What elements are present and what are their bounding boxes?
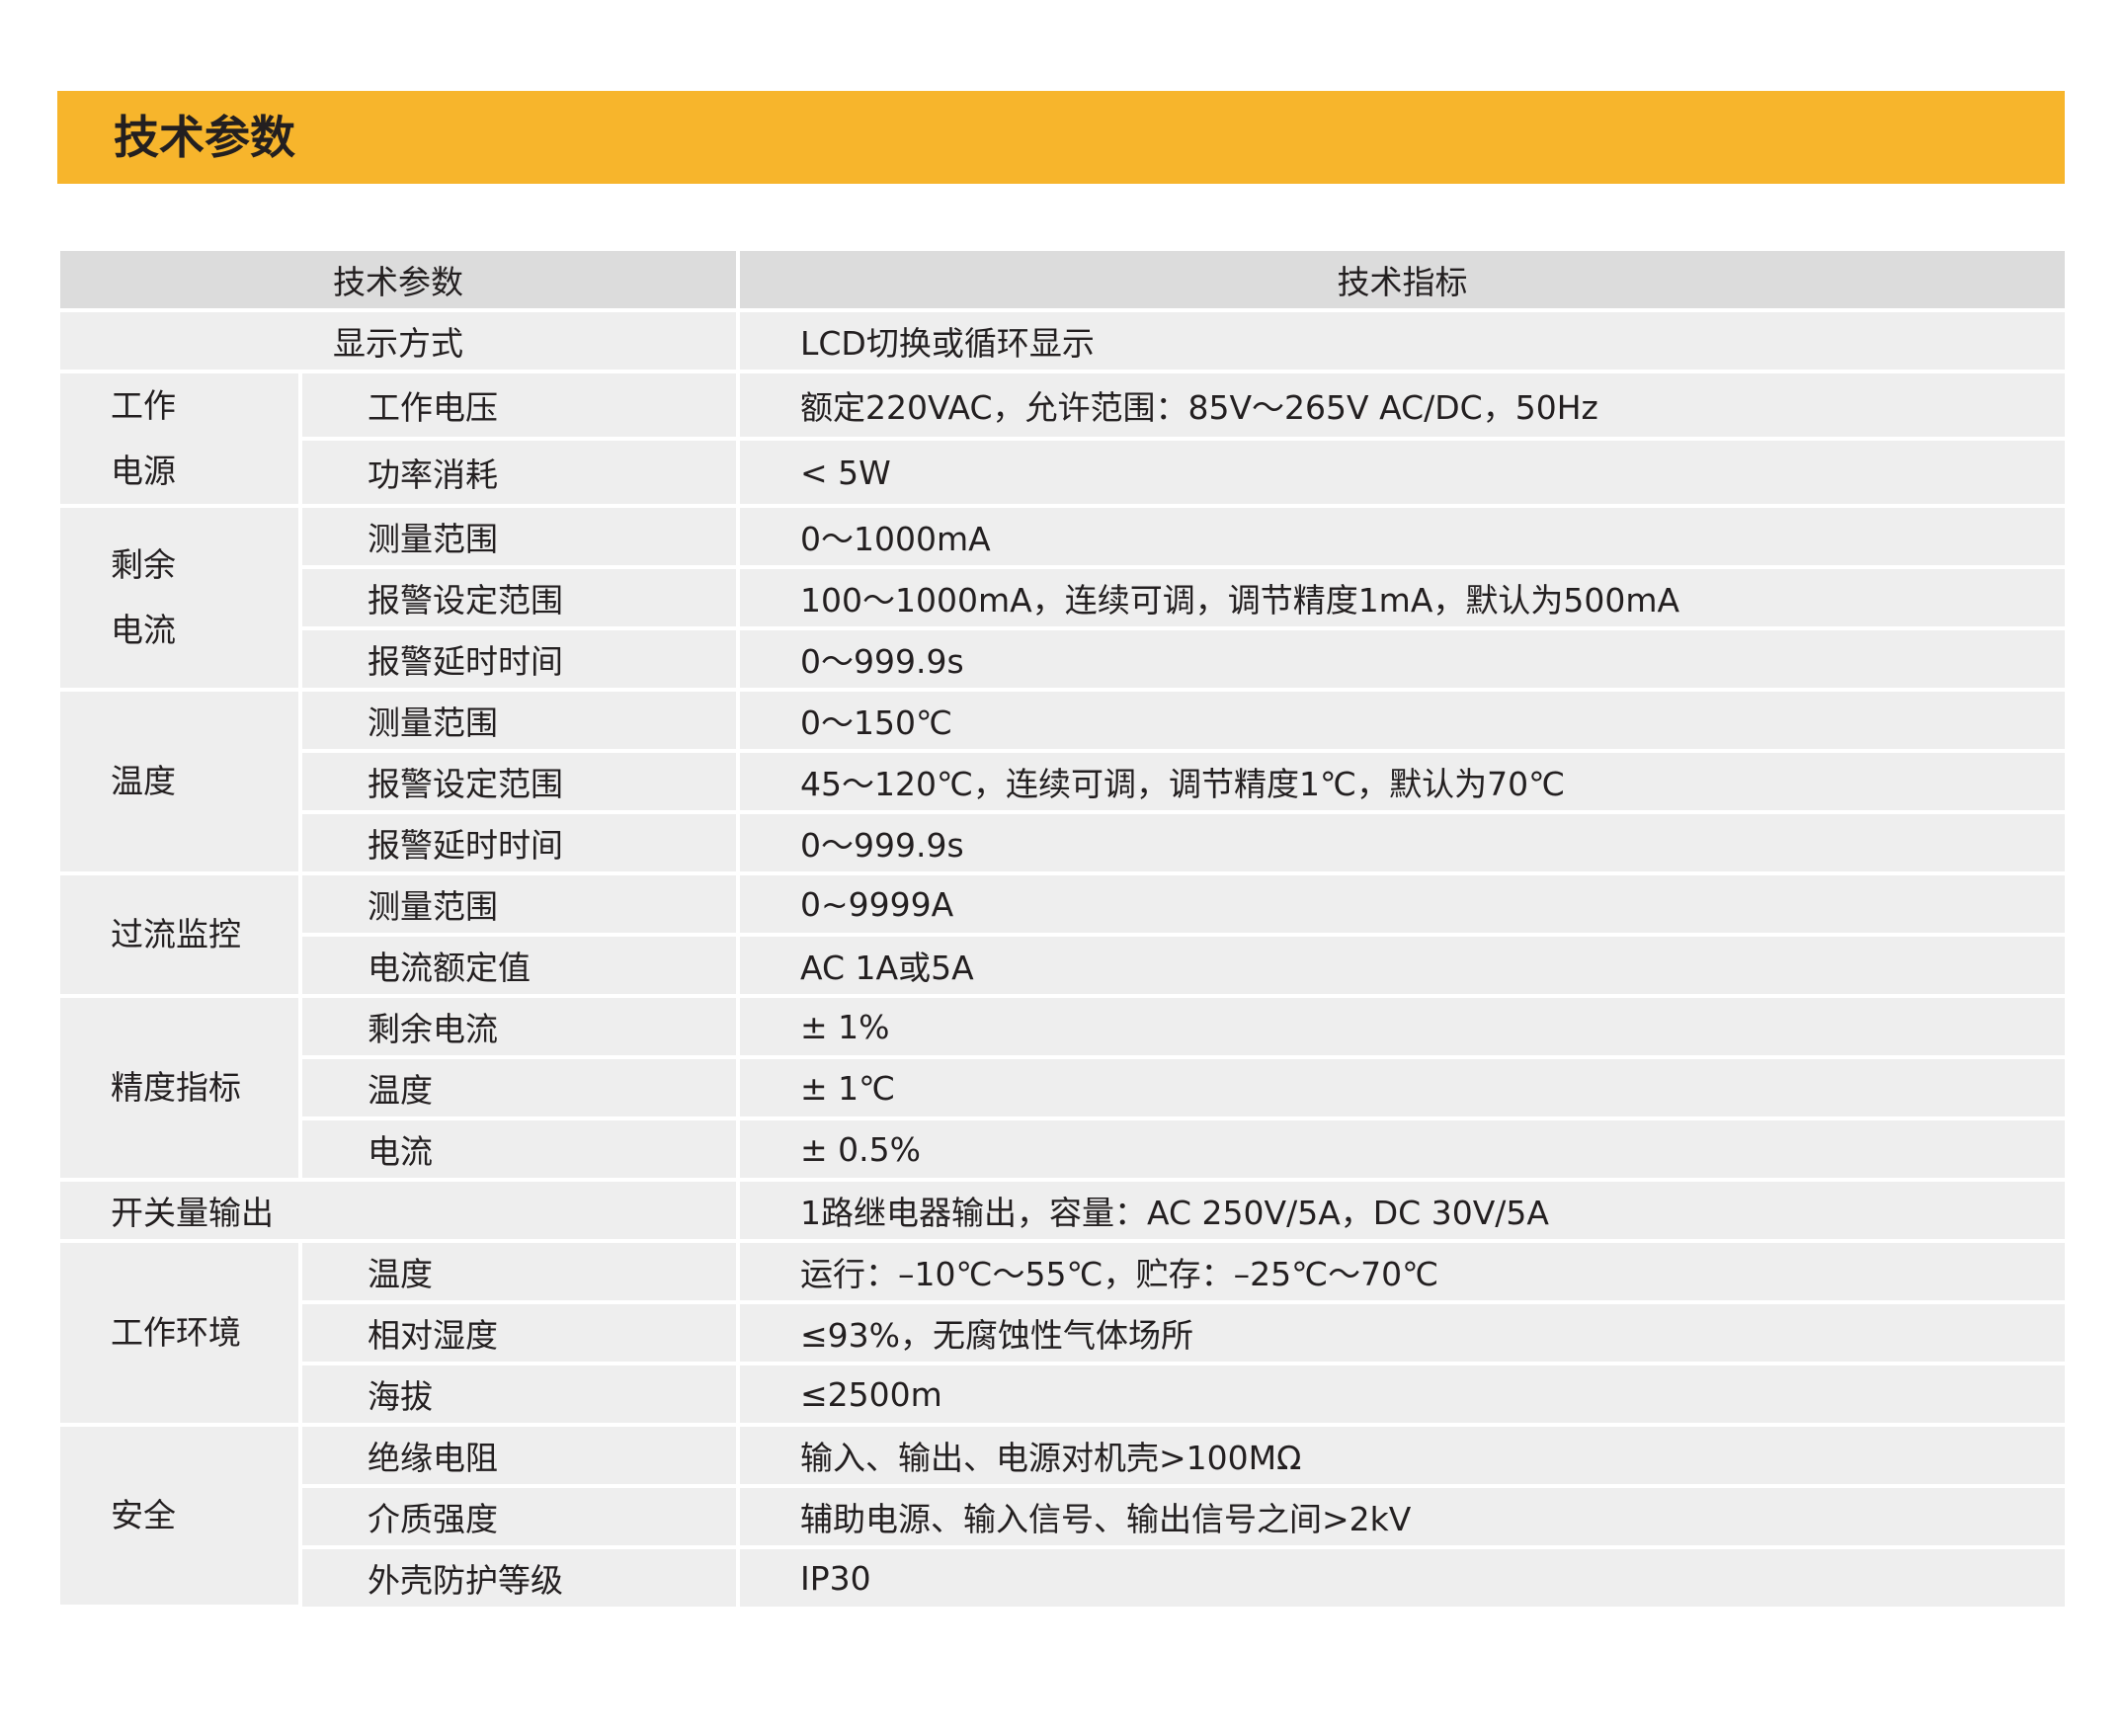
- table-row: 温度 ± 1℃: [60, 1055, 2065, 1120]
- row-label: 电流: [300, 1116, 740, 1182]
- row-value: 0~9999A: [736, 871, 2065, 937]
- table-row: 功率消耗 < 5W: [60, 437, 2065, 508]
- table-row: 显示方式 LCD切换或循环显示: [60, 308, 2065, 373]
- row-value: 输入、输出、电源对机壳>100MΩ: [736, 1423, 2065, 1488]
- row-value: ± 1%: [736, 994, 2065, 1059]
- row-label: 测量范围: [298, 504, 740, 569]
- row-label: 介质强度: [300, 1484, 740, 1549]
- table-header-row: 技术参数 技术指标: [60, 251, 2065, 312]
- row-label: 报警延时时间: [300, 810, 740, 875]
- row-label: 绝缘电阻: [298, 1423, 740, 1488]
- row-label: 测量范围: [298, 871, 740, 937]
- row-label: 温度: [300, 1055, 740, 1120]
- table-row: 报警延时时间 0～999.9s: [60, 626, 2065, 692]
- group-overcurrent: 过流监控: [60, 871, 302, 998]
- row-label: 温度: [298, 1239, 740, 1304]
- row-label: 海拔: [300, 1362, 740, 1427]
- group-temperature: 温度: [60, 688, 302, 875]
- table-row: 剩余 电流 测量范围 0～1000mA: [60, 504, 2065, 692]
- row-label: 电流额定值: [300, 933, 740, 998]
- row-label: 报警设定范围: [300, 749, 740, 814]
- row-value: 45～120℃，连续可调，调节精度1℃，默认为70℃: [736, 749, 2065, 814]
- section-title: 技术参数: [114, 111, 295, 164]
- row-label: 功率消耗: [300, 437, 740, 508]
- group-residual: 剩余 电流: [60, 504, 302, 692]
- table-row: 报警延时时间 0～999.9s: [60, 810, 2065, 875]
- row-value: ± 1℃: [736, 1055, 2065, 1120]
- table-row: 开关量输出 1路继电器输出，容量：AC 250V/5A，DC 30V/5A: [60, 1178, 2065, 1243]
- row-value: 0～150℃: [736, 688, 2065, 753]
- row-value: 100～1000mA，连续可调，调节精度1mA，默认为500mA: [736, 565, 2065, 630]
- table-row: 温度 测量范围 0～150℃: [60, 688, 2065, 875]
- table-row: 电流 ± 0.5%: [60, 1116, 2065, 1182]
- row-value: 0～999.9s: [736, 810, 2065, 875]
- row-value: 1路继电器输出，容量：AC 250V/5A，DC 30V/5A: [736, 1178, 2065, 1243]
- table-row: 报警设定范围 100～1000mA，连续可调，调节精度1mA，默认为500mA: [60, 565, 2065, 630]
- row-value: AC 1A或5A: [736, 933, 2065, 998]
- table-row: 工作环境 温度 运行：–10℃～55℃，贮存：–25℃～70℃: [60, 1239, 2065, 1427]
- row-label: 显示方式: [60, 308, 740, 373]
- table-row: 介质强度 辅助电源、输入信号、输出信号之间>2kV: [60, 1484, 2065, 1549]
- table-row: 电流额定值 AC 1A或5A: [60, 933, 2065, 998]
- group-power: 工作 电源: [60, 370, 302, 508]
- row-value: ± 0.5%: [736, 1116, 2065, 1182]
- row-value: 额定220VAC，允许范围：85V～265V AC/DC，50Hz: [736, 370, 2065, 441]
- table-row: 海拔 ≤2500m: [60, 1362, 2065, 1427]
- row-label: 测量范围: [298, 688, 740, 753]
- row-value: IP30: [736, 1545, 2065, 1607]
- row-label: 工作电压: [298, 370, 740, 441]
- group-accuracy: 精度指标: [60, 994, 302, 1182]
- table-row: 报警设定范围 45～120℃，连续可调，调节精度1℃，默认为70℃: [60, 749, 2065, 814]
- row-label: 剩余电流: [298, 994, 740, 1059]
- table-row: 外壳防护等级 IP30: [60, 1545, 2065, 1607]
- row-label: 外壳防护等级: [300, 1545, 740, 1607]
- spec-table: 技术参数 技术指标 显示方式 LCD切换或循环显示 工作 电源 工作电压 额定22…: [60, 251, 2065, 1609]
- row-label: 相对湿度: [300, 1300, 740, 1365]
- row-value: 运行：–10℃～55℃，贮存：–25℃～70℃: [736, 1239, 2065, 1304]
- table-row: 相对湿度 ≤93%，无腐蚀性气体场所: [60, 1300, 2065, 1365]
- row-label: 开关量输出: [60, 1178, 740, 1243]
- row-value: < 5W: [736, 437, 2065, 508]
- row-value: 0～999.9s: [736, 626, 2065, 692]
- table-row: 过流监控 测量范围 0~9999A: [60, 871, 2065, 998]
- group-safety: 安全: [60, 1423, 302, 1609]
- row-value: ≤2500m: [736, 1362, 2065, 1427]
- row-value: 辅助电源、输入信号、输出信号之间>2kV: [736, 1484, 2065, 1549]
- group-environment: 工作环境: [60, 1239, 302, 1427]
- section-banner: 技术参数: [57, 91, 2065, 184]
- table-row: 工作 电源 工作电压 额定220VAC，允许范围：85V～265V AC/DC，5…: [60, 370, 2065, 508]
- row-value: LCD切换或循环显示: [736, 308, 2065, 373]
- header-spec: 技术指标: [736, 251, 2065, 312]
- table-row: 精度指标 剩余电流 ± 1%: [60, 994, 2065, 1182]
- row-value: 0～1000mA: [736, 504, 2065, 569]
- row-value: ≤93%，无腐蚀性气体场所: [736, 1300, 2065, 1365]
- row-label: 报警设定范围: [300, 565, 740, 630]
- row-label: 报警延时时间: [300, 626, 740, 692]
- header-parameter: 技术参数: [60, 251, 740, 312]
- table-row: 安全 绝缘电阻 输入、输出、电源对机壳>100MΩ: [60, 1423, 2065, 1609]
